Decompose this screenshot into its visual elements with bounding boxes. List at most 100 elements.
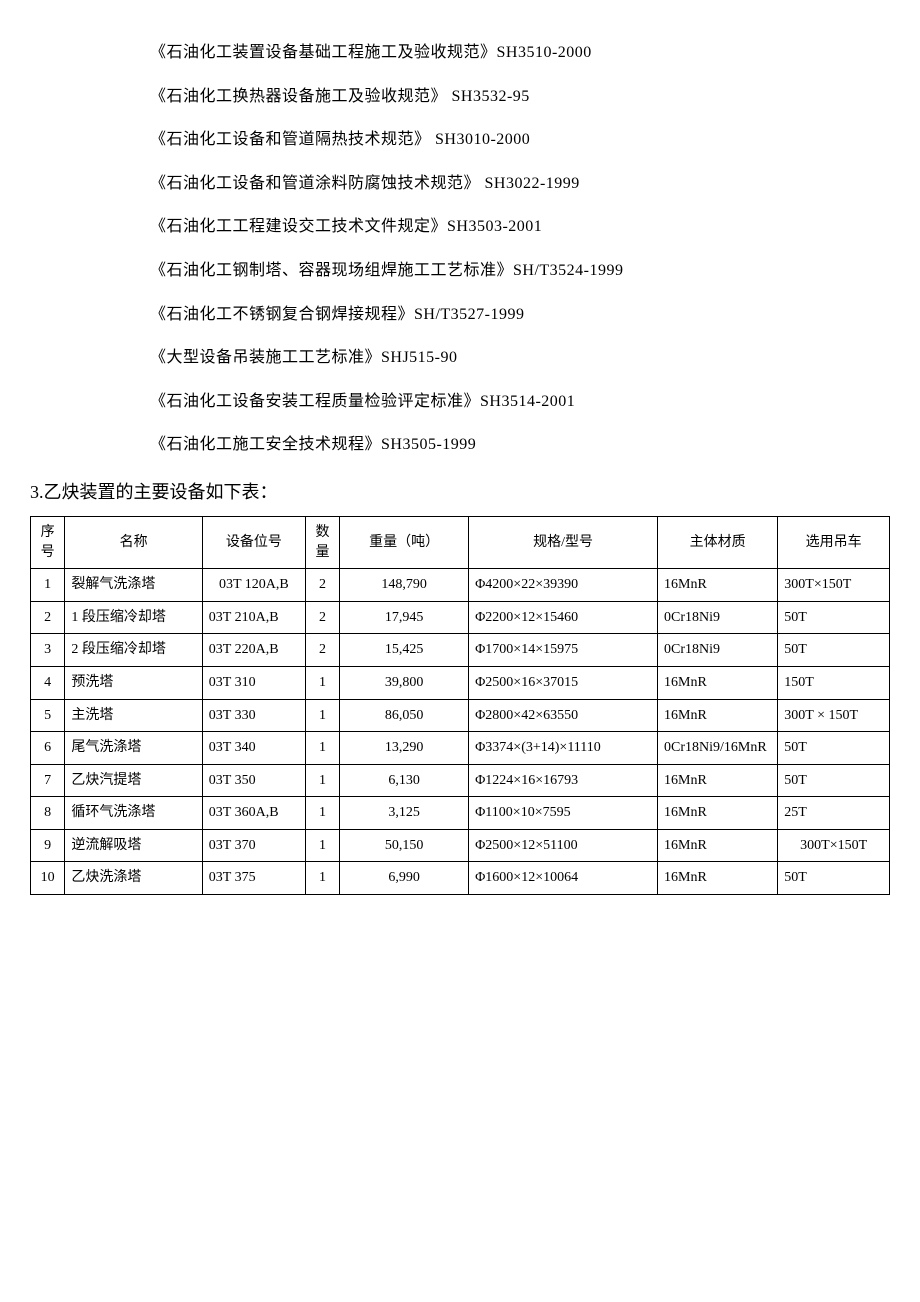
th-weight: 重量（吨） [340, 516, 469, 568]
standard-line: 《石油化工换热器设备施工及验收规范》 SH3532-95 [150, 84, 890, 110]
cell-name: 1 段压缩冷却塔 [65, 601, 202, 634]
cell-pos: 03T 220A,B [202, 634, 305, 667]
cell-weight: 3,125 [340, 797, 469, 830]
cell-name: 乙炔洗涤塔 [65, 862, 202, 895]
cell-name: 主洗塔 [65, 699, 202, 732]
th-name: 名称 [65, 516, 202, 568]
table-row: 8 循环气洗涤塔 03T 360A,B 1 3,125 Φ1100×10×759… [31, 797, 890, 830]
cell-crane: 150T [778, 666, 890, 699]
cell-crane: 50T [778, 862, 890, 895]
table-row: 9 逆流解吸塔 03T 370 1 50,150 Φ2500×12×51100 … [31, 829, 890, 862]
standard-line: 《石油化工设备和管道涂料防腐蚀技术规范》 SH3022-1999 [150, 171, 890, 197]
cell-crane: 300T × 150T [778, 699, 890, 732]
table-header-row: 序号 名称 设备位号 数量 重量（吨） 规格/型号 主体材质 选用吊车 [31, 516, 890, 568]
cell-material: 0Cr18Ni9 [658, 634, 778, 667]
cell-pos: 03T 120A,B [202, 569, 305, 602]
table-row: 6 尾气洗涤塔 03T 340 1 13,290 Φ3374×(3+14)×11… [31, 732, 890, 765]
cell-spec: Φ1600×12×10064 [469, 862, 658, 895]
standard-line: 《石油化工钢制塔、容器现场组焊施工工艺标准》SH/T3524-1999 [150, 258, 890, 284]
cell-pos: 03T 330 [202, 699, 305, 732]
standard-line: 《大型设备吊装施工工艺标准》SHJ515-90 [150, 345, 890, 371]
cell-pos: 03T 340 [202, 732, 305, 765]
cell-crane: 50T [778, 634, 890, 667]
cell-qty: 1 [305, 862, 339, 895]
cell-weight: 13,290 [340, 732, 469, 765]
cell-material: 16MnR [658, 569, 778, 602]
cell-qty: 1 [305, 732, 339, 765]
cell-name: 尾气洗涤塔 [65, 732, 202, 765]
cell-material: 16MnR [658, 862, 778, 895]
cell-name: 循环气洗涤塔 [65, 797, 202, 830]
th-qty: 数量 [305, 516, 339, 568]
cell-weight: 17,945 [340, 601, 469, 634]
cell-weight: 6,990 [340, 862, 469, 895]
cell-seq: 7 [31, 764, 65, 797]
cell-seq: 9 [31, 829, 65, 862]
cell-material: 16MnR [658, 764, 778, 797]
cell-weight: 148,790 [340, 569, 469, 602]
th-seq: 序号 [31, 516, 65, 568]
cell-material: 0Cr18Ni9 [658, 601, 778, 634]
cell-weight: 15,425 [340, 634, 469, 667]
cell-crane: 50T [778, 601, 890, 634]
cell-pos: 03T 310 [202, 666, 305, 699]
standard-line: 《石油化工施工安全技术规程》SH3505-1999 [150, 432, 890, 458]
cell-spec: Φ2500×16×37015 [469, 666, 658, 699]
cell-material: 0Cr18Ni9/16MnR [658, 732, 778, 765]
cell-qty: 2 [305, 634, 339, 667]
cell-pos: 03T 370 [202, 829, 305, 862]
cell-qty: 2 [305, 601, 339, 634]
cell-seq: 4 [31, 666, 65, 699]
cell-spec: Φ4200×22×39390 [469, 569, 658, 602]
cell-name: 预洗塔 [65, 666, 202, 699]
cell-spec: Φ2200×12×15460 [469, 601, 658, 634]
table-row: 4 预洗塔 03T 310 1 39,800 Φ2500×16×37015 16… [31, 666, 890, 699]
cell-spec: Φ1224×16×16793 [469, 764, 658, 797]
cell-material: 16MnR [658, 666, 778, 699]
section-heading: 3.乙炔装置的主要设备如下表： [30, 478, 890, 504]
table-body: 1 裂解气洗涤塔 03T 120A,B 2 148,790 Φ4200×22×3… [31, 569, 890, 895]
cell-crane: 50T [778, 764, 890, 797]
table-row: 2 1 段压缩冷却塔 03T 210A,B 2 17,945 Φ2200×12×… [31, 601, 890, 634]
cell-weight: 86,050 [340, 699, 469, 732]
table-row: 7 乙炔汽提塔 03T 350 1 6,130 Φ1224×16×16793 1… [31, 764, 890, 797]
cell-qty: 1 [305, 666, 339, 699]
th-material: 主体材质 [658, 516, 778, 568]
cell-spec: Φ2500×12×51100 [469, 829, 658, 862]
cell-seq: 2 [31, 601, 65, 634]
th-spec: 规格/型号 [469, 516, 658, 568]
cell-seq: 6 [31, 732, 65, 765]
cell-material: 16MnR [658, 829, 778, 862]
cell-weight: 39,800 [340, 666, 469, 699]
cell-seq: 5 [31, 699, 65, 732]
cell-spec: Φ3374×(3+14)×11110 [469, 732, 658, 765]
standard-line: 《石油化工设备安装工程质量检验评定标准》SH3514-2001 [150, 389, 890, 415]
cell-pos: 03T 350 [202, 764, 305, 797]
cell-pos: 03T 210A,B [202, 601, 305, 634]
cell-pos: 03T 375 [202, 862, 305, 895]
standard-line: 《石油化工装置设备基础工程施工及验收规范》SH3510-2000 [150, 40, 890, 66]
table-row: 1 裂解气洗涤塔 03T 120A,B 2 148,790 Φ4200×22×3… [31, 569, 890, 602]
cell-qty: 1 [305, 829, 339, 862]
cell-seq: 8 [31, 797, 65, 830]
cell-qty: 1 [305, 797, 339, 830]
cell-spec: Φ1100×10×7595 [469, 797, 658, 830]
cell-crane: 300T×150T [778, 569, 890, 602]
cell-crane: 300T×150T [778, 829, 890, 862]
th-pos: 设备位号 [202, 516, 305, 568]
table-row: 3 2 段压缩冷却塔 03T 220A,B 2 15,425 Φ1700×14×… [31, 634, 890, 667]
cell-seq: 1 [31, 569, 65, 602]
standard-line: 《石油化工不锈钢复合钢焊接规程》SH/T3527-1999 [150, 302, 890, 328]
cell-spec: Φ1700×14×15975 [469, 634, 658, 667]
table-row: 10 乙炔洗涤塔 03T 375 1 6,990 Φ1600×12×10064 … [31, 862, 890, 895]
cell-qty: 1 [305, 764, 339, 797]
cell-weight: 6,130 [340, 764, 469, 797]
cell-crane: 50T [778, 732, 890, 765]
cell-name: 乙炔汽提塔 [65, 764, 202, 797]
cell-crane: 25T [778, 797, 890, 830]
cell-name: 逆流解吸塔 [65, 829, 202, 862]
cell-name: 裂解气洗涤塔 [65, 569, 202, 602]
cell-material: 16MnR [658, 797, 778, 830]
equipment-table: 序号 名称 设备位号 数量 重量（吨） 规格/型号 主体材质 选用吊车 1 裂解… [30, 516, 890, 895]
standard-line: 《石油化工工程建设交工技术文件规定》SH3503-2001 [150, 214, 890, 240]
